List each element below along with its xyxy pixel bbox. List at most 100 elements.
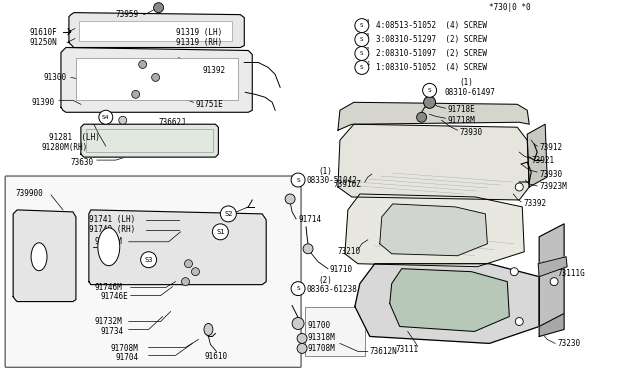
Text: 73392: 73392 — [524, 199, 547, 208]
Polygon shape — [13, 210, 76, 302]
Circle shape — [139, 61, 147, 68]
Bar — [76, 58, 238, 100]
Polygon shape — [538, 257, 567, 277]
Text: 91319 (LH): 91319 (LH) — [175, 28, 222, 37]
Circle shape — [355, 33, 369, 46]
Circle shape — [285, 194, 295, 204]
Text: 91746E: 91746E — [101, 292, 129, 301]
Text: 3:08310-51297  (2) SCREW: 3:08310-51297 (2) SCREW — [376, 35, 487, 44]
Circle shape — [141, 252, 157, 268]
Text: (1): (1) — [460, 78, 474, 87]
Text: S3: S3 — [145, 257, 153, 263]
Text: 91746M: 91746M — [95, 283, 123, 292]
Circle shape — [297, 333, 307, 343]
Text: 73111: 73111 — [396, 345, 419, 354]
Text: S1: S1 — [216, 229, 225, 235]
Circle shape — [182, 278, 189, 286]
Text: 91704: 91704 — [116, 353, 139, 362]
Text: 1:08310-51052  (4) SCREW: 1:08310-51052 (4) SCREW — [376, 63, 487, 72]
Polygon shape — [380, 204, 488, 256]
Text: 91740 (RH): 91740 (RH) — [89, 225, 135, 234]
Text: S: S — [360, 65, 364, 70]
Polygon shape — [539, 314, 564, 336]
Text: 73111G: 73111G — [557, 269, 585, 278]
Text: S: S — [296, 286, 300, 291]
Circle shape — [99, 110, 113, 124]
Text: 73630: 73630 — [71, 158, 94, 167]
Circle shape — [515, 183, 524, 191]
Text: 91710: 91710 — [330, 265, 353, 274]
Text: 73959: 73959 — [116, 10, 139, 19]
Circle shape — [510, 268, 518, 276]
Text: 73923M: 73923M — [539, 183, 567, 192]
Circle shape — [119, 116, 127, 124]
Text: S: S — [428, 88, 431, 93]
Circle shape — [220, 206, 236, 222]
Bar — [86, 129, 213, 152]
Text: 91700: 91700 — [307, 321, 330, 330]
Polygon shape — [355, 264, 539, 343]
Text: 91714: 91714 — [298, 215, 321, 224]
Circle shape — [515, 318, 524, 326]
FancyBboxPatch shape — [5, 176, 301, 367]
Polygon shape — [89, 210, 266, 285]
Circle shape — [417, 112, 427, 122]
Text: 2: 2 — [366, 47, 369, 52]
Circle shape — [184, 260, 193, 268]
Text: 91734: 91734 — [101, 327, 124, 336]
Circle shape — [191, 268, 200, 276]
Text: S: S — [360, 37, 364, 42]
Text: 91751E: 91751E — [195, 100, 223, 109]
Text: 08363-61238: 08363-61238 — [306, 285, 357, 294]
Text: 73930: 73930 — [460, 128, 483, 137]
Circle shape — [355, 61, 369, 74]
Text: 91708M: 91708M — [307, 344, 335, 353]
Circle shape — [355, 19, 369, 33]
Polygon shape — [69, 13, 244, 48]
Text: 91250N: 91250N — [29, 38, 57, 47]
Text: 08330-51042: 08330-51042 — [306, 176, 357, 185]
Text: (1): (1) — [318, 167, 332, 176]
Text: S: S — [360, 51, 364, 56]
Text: 91732M: 91732M — [95, 317, 123, 326]
Text: 73912: 73912 — [539, 142, 563, 152]
Ellipse shape — [98, 228, 120, 266]
Ellipse shape — [204, 324, 213, 336]
Text: 91318M: 91318M — [307, 333, 335, 342]
Text: 4: 4 — [366, 19, 369, 24]
Text: 91718E: 91718E — [447, 105, 476, 114]
Text: 91741 (LH): 91741 (LH) — [89, 215, 135, 224]
Text: 73210: 73210 — [338, 247, 361, 256]
Text: 91392: 91392 — [202, 66, 225, 75]
Circle shape — [550, 278, 558, 286]
Text: 3: 3 — [366, 33, 369, 38]
Text: S: S — [296, 177, 300, 183]
Text: 91610F: 91610F — [29, 28, 57, 37]
Polygon shape — [539, 224, 564, 327]
Polygon shape — [345, 194, 524, 267]
Text: 739900: 739900 — [15, 189, 43, 199]
Text: 73662J: 73662J — [159, 118, 186, 127]
Circle shape — [422, 83, 436, 97]
Polygon shape — [338, 124, 529, 200]
Circle shape — [291, 282, 305, 296]
Text: (2): (2) — [318, 276, 332, 285]
Circle shape — [303, 244, 313, 254]
Polygon shape — [338, 102, 529, 130]
Circle shape — [152, 73, 159, 81]
Bar — [79, 20, 232, 41]
Circle shape — [424, 96, 436, 108]
Text: *730|0 *0: *730|0 *0 — [490, 3, 531, 12]
Polygon shape — [527, 124, 547, 187]
Polygon shape — [61, 48, 252, 112]
Text: 73910Z: 73910Z — [334, 180, 362, 189]
Text: 91708M: 91708M — [111, 344, 138, 353]
Circle shape — [297, 343, 307, 353]
Text: 91390: 91390 — [31, 98, 54, 107]
Circle shape — [355, 46, 369, 61]
Bar — [305, 307, 365, 356]
Text: 2:08310-51097  (2) SCREW: 2:08310-51097 (2) SCREW — [376, 49, 487, 58]
Text: 73612N: 73612N — [370, 347, 397, 356]
Circle shape — [154, 3, 164, 13]
Text: 91319 (RH): 91319 (RH) — [175, 38, 222, 47]
